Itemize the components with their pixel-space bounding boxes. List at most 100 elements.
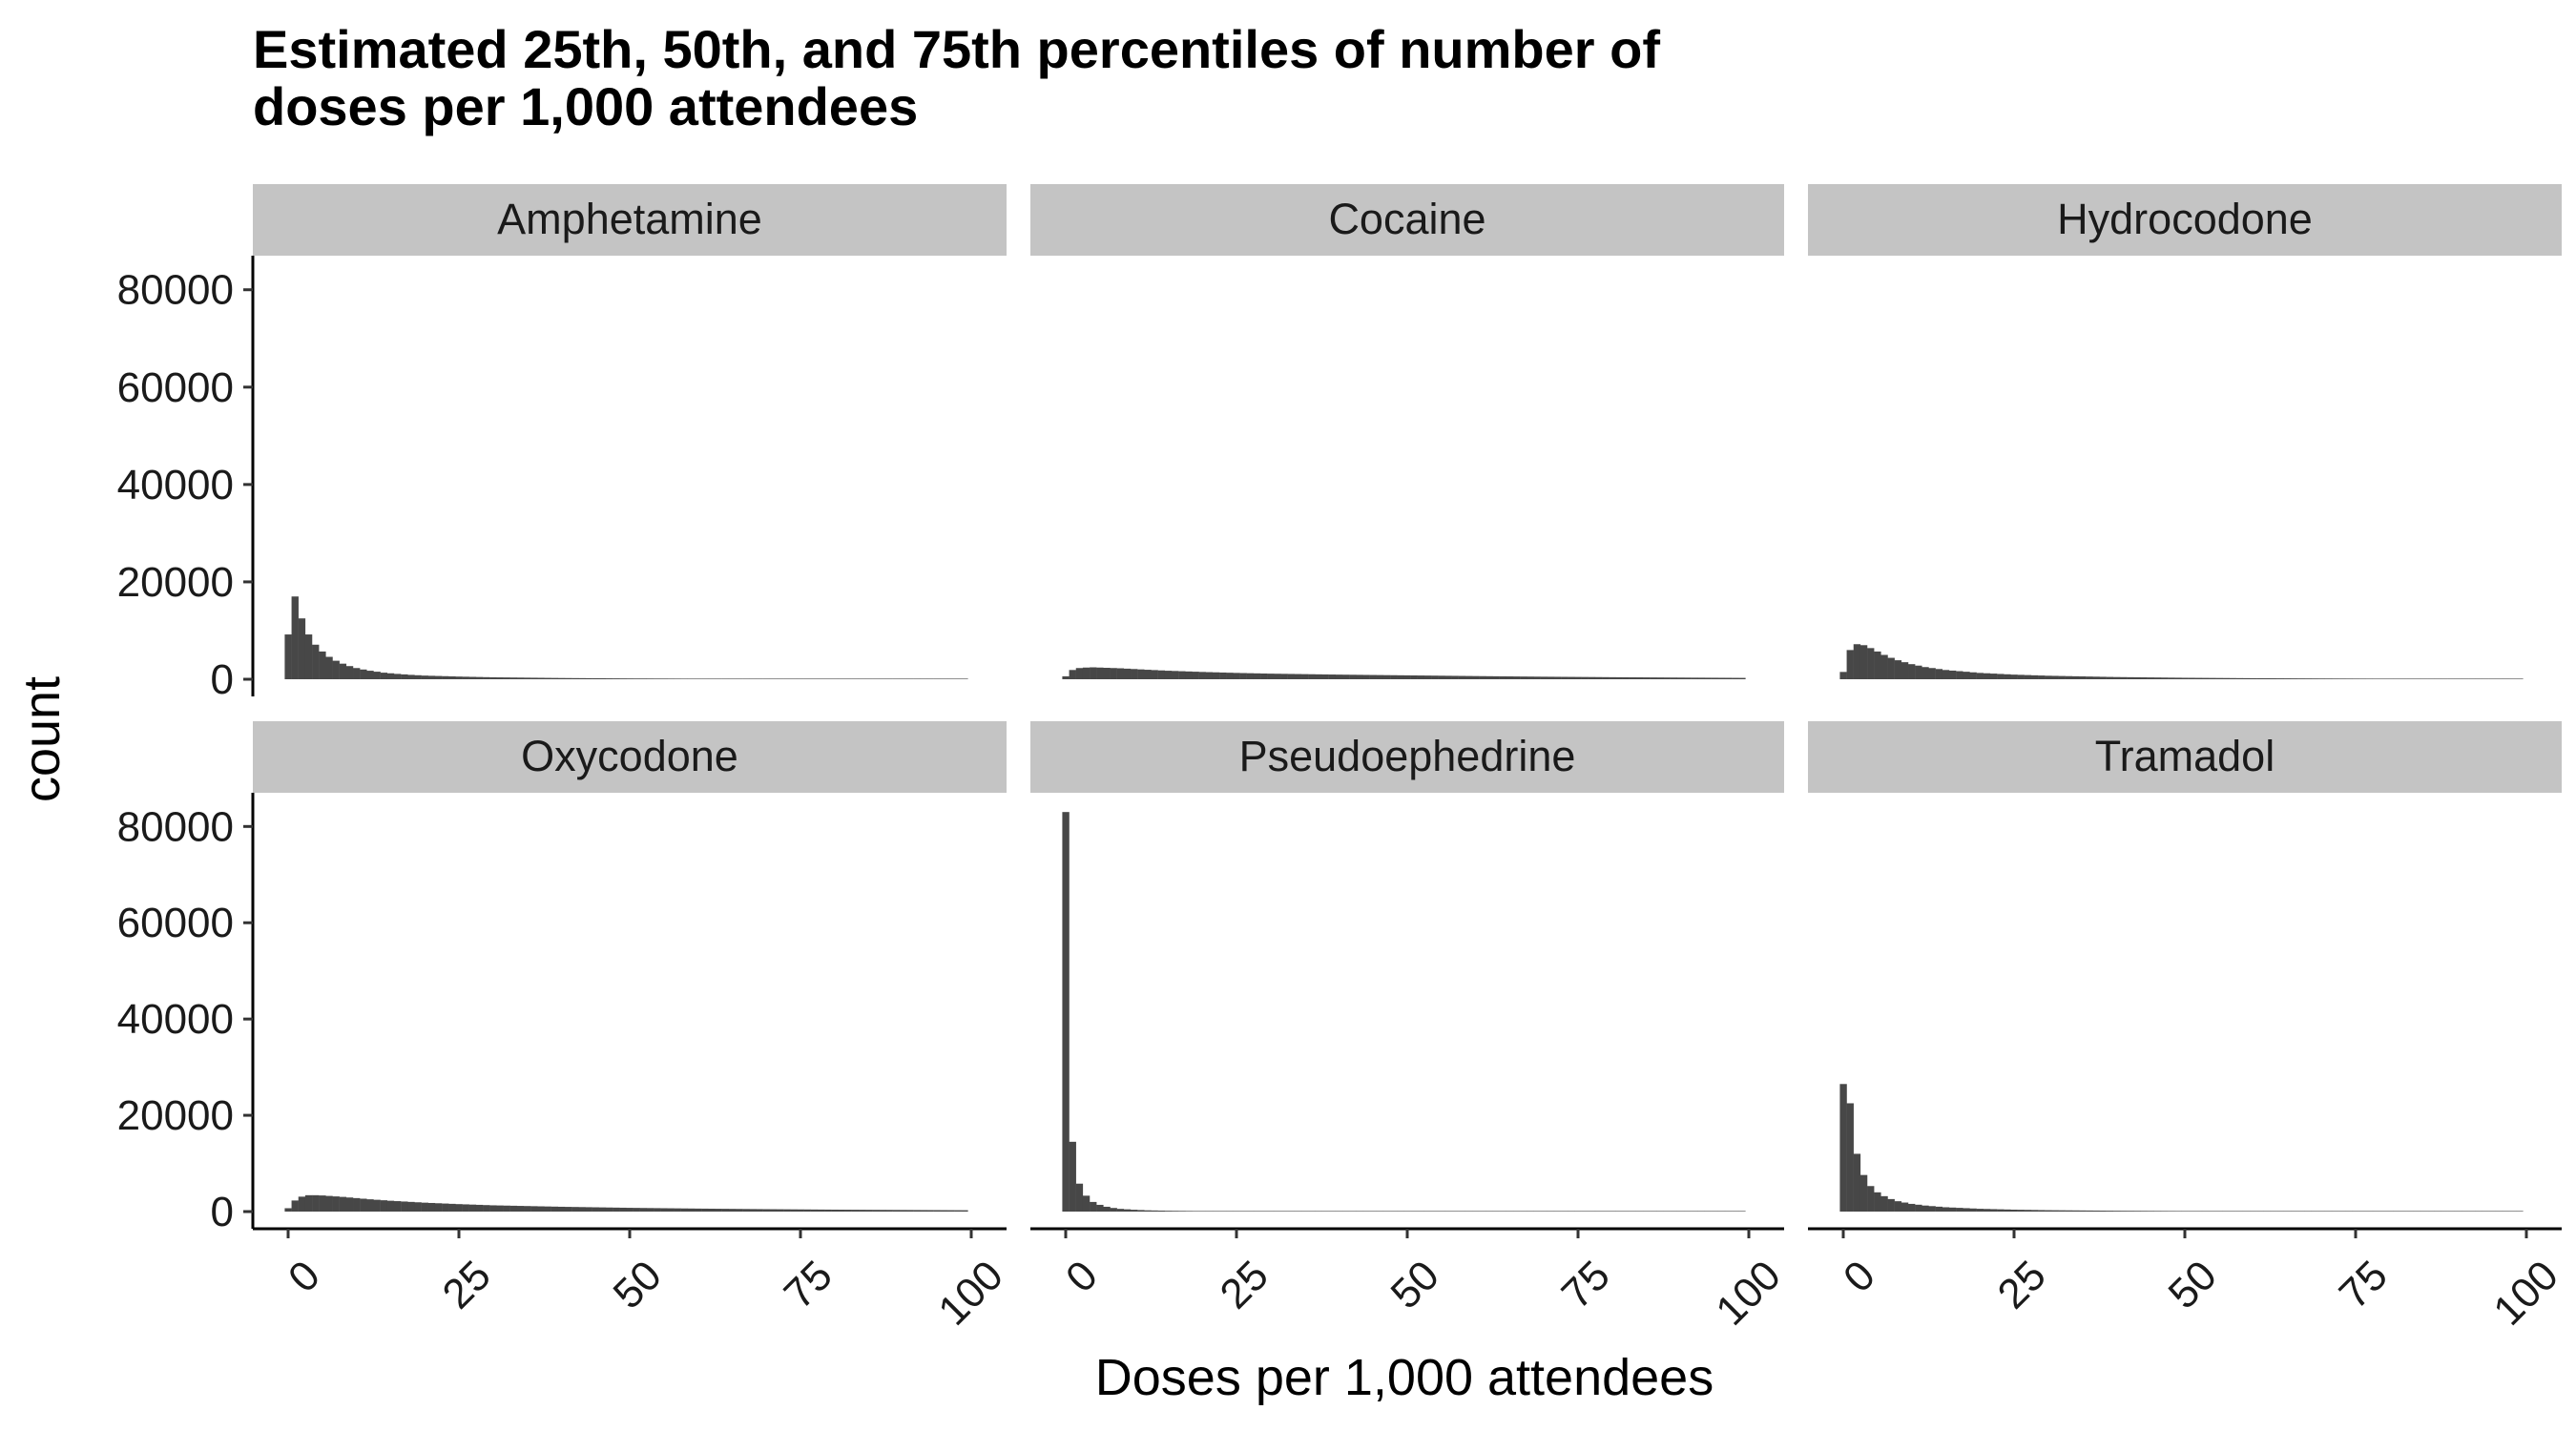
- bar-cocaine: [1328, 674, 1337, 679]
- bar-cocaine: [1431, 675, 1439, 679]
- strip-label-oxycodone: Oxycodone: [521, 732, 738, 780]
- bar-pseudoephedrine: [1472, 1211, 1480, 1212]
- bar-pseudoephedrine: [1335, 1211, 1343, 1212]
- bar-amphetamine: [380, 673, 388, 679]
- bar-tramadol: [2079, 1210, 2087, 1212]
- bar-hydrocodone: [2024, 674, 2032, 679]
- bar-cocaine: [1287, 674, 1296, 679]
- bar-amphetamine: [496, 677, 504, 679]
- bar-cocaine: [1157, 670, 1166, 679]
- bar-hydrocodone: [2365, 678, 2374, 679]
- bar-oxycodone: [735, 1209, 743, 1212]
- bar-amphetamine: [468, 676, 477, 679]
- bar-pseudoephedrine: [1116, 1209, 1125, 1212]
- bar-pseudoephedrine: [1622, 1211, 1630, 1212]
- bar-amphetamine: [613, 678, 620, 679]
- bar-pseudoephedrine: [1711, 1211, 1718, 1212]
- bar-cocaine: [1246, 673, 1255, 679]
- bar-amphetamine: [571, 677, 579, 679]
- bar-tramadol: [2475, 1211, 2483, 1212]
- bar-tramadol: [2427, 1211, 2435, 1212]
- bar-hydrocodone: [2304, 678, 2312, 679]
- bar-oxycodone: [325, 1195, 333, 1212]
- bar-oxycodone: [892, 1210, 901, 1212]
- bar-oxycodone: [373, 1199, 381, 1212]
- bar-hydrocodone: [2051, 675, 2059, 679]
- bar-cocaine: [1438, 675, 1445, 679]
- chart-title: Estimated 25th, 50th, and 75th percentil…: [253, 21, 2161, 135]
- bar-hydrocodone: [2502, 678, 2510, 679]
- bar-amphetamine: [687, 678, 696, 679]
- bar-tramadol: [2140, 1211, 2148, 1212]
- panel-hydrocodone: Hydrocodone: [1808, 184, 2562, 679]
- y-tick-label: 20000: [117, 559, 234, 606]
- bar-cocaine: [1663, 677, 1671, 679]
- bar-tramadol: [2209, 1211, 2216, 1212]
- bar-hydrocodone: [2427, 678, 2435, 679]
- bar-amphetamine: [892, 678, 901, 679]
- bar-cocaine: [1533, 676, 1541, 679]
- bar-oxycodone: [961, 1210, 968, 1212]
- bar-cocaine: [1362, 674, 1370, 679]
- x-tick-label: 50: [1382, 1252, 1448, 1317]
- bar-amphetamine: [831, 678, 839, 679]
- bar-amphetamine: [353, 668, 361, 679]
- bar-hydrocodone: [1887, 657, 1895, 679]
- y-tick-label: 80000: [117, 267, 234, 314]
- bar-hydrocodone: [2030, 674, 2039, 679]
- bar-cocaine: [1711, 677, 1718, 679]
- bar-oxycodone: [872, 1210, 880, 1212]
- bar-oxycodone: [483, 1205, 490, 1212]
- x-tick-label: 25: [434, 1252, 500, 1317]
- bar-oxycodone: [284, 1208, 292, 1212]
- bar-tramadol: [1853, 1153, 1861, 1212]
- bar-oxycodone: [414, 1202, 422, 1212]
- bar-pseudoephedrine: [1423, 1211, 1432, 1212]
- bar-amphetamine: [598, 678, 607, 679]
- strip-label-amphetamine: Amphetamine: [497, 195, 762, 243]
- bar-pseudoephedrine: [1568, 1211, 1575, 1212]
- bar-oxycodone: [427, 1202, 436, 1212]
- bar-tramadol: [2441, 1211, 2448, 1212]
- bar-cocaine: [1423, 675, 1432, 679]
- bar-tramadol: [2092, 1210, 2100, 1212]
- bar-pseudoephedrine: [1574, 1211, 1582, 1212]
- bar-amphetamine: [824, 678, 832, 679]
- bar-amphetamine: [838, 678, 845, 679]
- bar-amphetamine: [742, 678, 750, 679]
- bar-tramadol: [2250, 1211, 2257, 1212]
- bar-amphetamine: [516, 677, 525, 679]
- bar-hydrocodone: [2058, 675, 2066, 679]
- bar-cocaine: [1499, 675, 1507, 679]
- bar-hydrocodone: [1874, 651, 1881, 679]
- bar-cocaine: [1568, 676, 1575, 679]
- bar-cocaine: [1635, 677, 1644, 679]
- bar-pseudoephedrine: [1479, 1211, 1486, 1212]
- bar-hydrocodone: [1989, 674, 1998, 679]
- x-tick-label: 0: [1835, 1252, 1884, 1301]
- bar-pseudoephedrine: [1267, 1211, 1275, 1212]
- bar-pseudoephedrine: [1553, 1211, 1562, 1212]
- bar-cocaine: [1171, 671, 1179, 679]
- strip-amphetamine: [253, 184, 1007, 256]
- bar-pseudoephedrine: [1171, 1211, 1179, 1212]
- bar-oxycodone: [462, 1204, 469, 1212]
- bar-pseudoephedrine: [1663, 1211, 1671, 1212]
- bar-tramadol: [2188, 1211, 2195, 1212]
- bar-cocaine: [1492, 675, 1500, 679]
- bar-hydrocodone: [2516, 678, 2524, 679]
- bar-pseudoephedrine: [1499, 1211, 1507, 1212]
- bar-oxycodone: [578, 1207, 586, 1212]
- bar-tramadol: [2071, 1210, 2080, 1212]
- bar-oxycodone: [783, 1209, 791, 1212]
- bar-amphetamine: [783, 678, 791, 679]
- bar-pseudoephedrine: [1512, 1211, 1521, 1212]
- bar-pseudoephedrine: [1738, 1211, 1746, 1212]
- bar-cocaine: [1506, 676, 1514, 679]
- bar-oxycodone: [920, 1210, 927, 1212]
- strip-label-hydrocodone: Hydrocodone: [2057, 195, 2313, 243]
- bar-amphetamine: [319, 651, 326, 679]
- bar-cocaine: [1280, 674, 1288, 679]
- bar-tramadol: [2153, 1211, 2162, 1212]
- bar-hydrocodone: [1963, 672, 1970, 679]
